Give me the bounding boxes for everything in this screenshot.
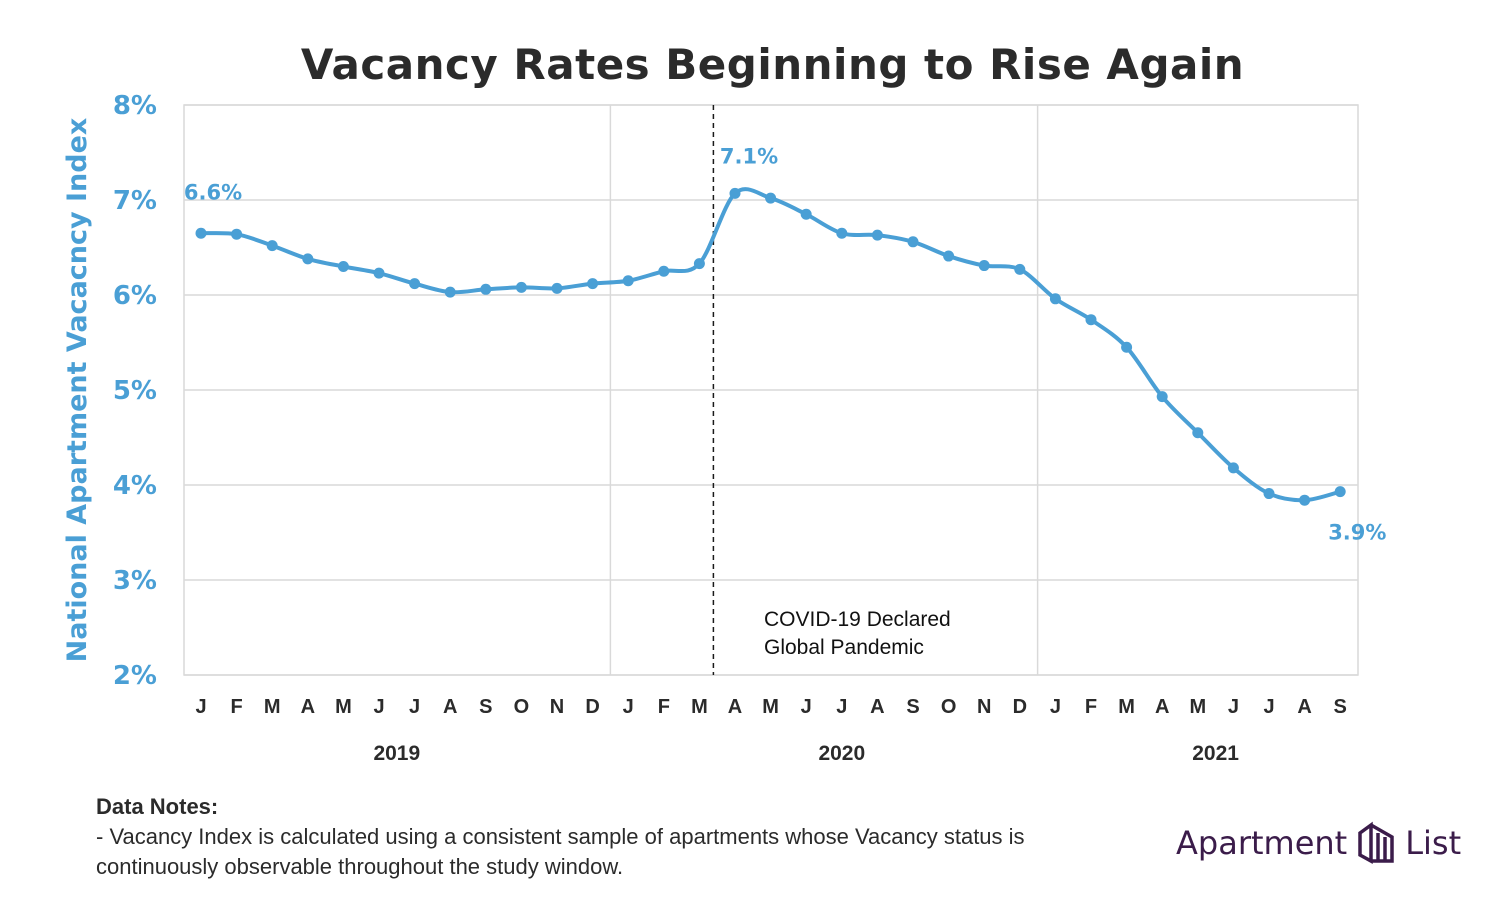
data-point [195, 227, 207, 239]
data-point [551, 282, 563, 294]
data-point [1263, 488, 1275, 500]
x-tick-label: S [1334, 696, 1347, 718]
logo-text-apartment: Apartment [1176, 824, 1348, 862]
data-point [836, 227, 848, 239]
data-point [480, 283, 492, 295]
y-tick-label: 3% [113, 566, 157, 596]
x-tick-label: A [870, 696, 884, 718]
data-point [1156, 391, 1168, 403]
data-point [1334, 486, 1346, 498]
y-axis-title: National Apartment Vacacncy Index [62, 118, 93, 663]
data-point [1049, 293, 1061, 305]
y-tick-label: 4% [113, 471, 157, 501]
y-tick-label: 2% [113, 661, 157, 691]
data-notes-line-1: - Vacancy Index is calculated using a co… [96, 824, 1025, 849]
x-tick-label: J [623, 696, 634, 718]
x-tick-label: J [409, 696, 420, 718]
y-tick-label: 8% [113, 91, 157, 121]
x-tick-label: J [836, 696, 847, 718]
x-tick-label: F [1085, 696, 1097, 718]
x-tick-label: J [373, 696, 384, 718]
data-point [515, 281, 527, 293]
data-point [658, 265, 670, 277]
data-point [1085, 314, 1097, 326]
x-tick-label: D [1013, 696, 1027, 718]
data-point [337, 261, 349, 272]
x-tick-label: A [301, 696, 315, 718]
data-point [231, 228, 243, 240]
event-label-line-2: Global Pandemic [764, 636, 924, 659]
x-tick-label: J [1228, 696, 1239, 718]
x-tick-label: N [977, 696, 991, 718]
data-point [765, 192, 777, 204]
x-tick-label: S [906, 696, 919, 718]
data-point [1014, 263, 1026, 275]
x-tick-label: M [264, 696, 281, 718]
data-point [409, 278, 421, 290]
data-point [1192, 427, 1204, 439]
x-tick-label: J [1263, 696, 1274, 718]
x-tick-label: D [585, 696, 599, 718]
data-notes: Data Notes: - Vacancy Index is calculate… [96, 792, 1025, 882]
data-point [871, 229, 883, 241]
x-tick-label: J [195, 696, 206, 718]
building-icon [1358, 821, 1394, 864]
y-tick-label: 5% [113, 376, 157, 406]
data-point [1121, 341, 1133, 353]
data-label: 7.1% [720, 144, 778, 168]
vacancy-line-chart: 2% 3% 4% 5% 6% 7% 8% COVID-19 Declared Global Pa… [62, 91, 1386, 765]
x-tick-label: M [1118, 696, 1135, 718]
y-tick-label: 6% [113, 281, 157, 311]
series-line [199, 187, 1343, 503]
year-label: 2019 [373, 742, 420, 765]
data-point [444, 286, 456, 298]
data-point [587, 278, 599, 290]
data-point [266, 240, 278, 252]
data-point [1299, 494, 1311, 506]
data-point [622, 275, 634, 287]
x-tick-label: M [762, 696, 779, 718]
chart-title: Vacancy Rates Beginning to Rise Again [300, 40, 1245, 89]
data-point [943, 250, 955, 262]
x-tick-label: S [479, 696, 492, 718]
data-point [693, 258, 705, 270]
x-tick-label: O [941, 696, 957, 718]
data-point [302, 253, 314, 265]
x-tick-label: A [443, 696, 457, 718]
year-label: 2021 [1192, 742, 1239, 765]
data-label: 3.9% [1328, 521, 1386, 545]
x-tick-label: N [550, 696, 564, 718]
data-point [907, 236, 919, 248]
x-tick-label: M [335, 696, 352, 718]
x-tick-label: J [801, 696, 812, 718]
event-label-line-1: COVID-19 Declared [764, 608, 951, 631]
year-label: 2020 [818, 742, 865, 765]
x-tick-label: A [1297, 696, 1311, 718]
data-point [1227, 462, 1239, 474]
apartment-list-logo: Apartment List [1176, 818, 1461, 868]
data-point [373, 267, 385, 279]
x-tick-label: O [514, 696, 530, 718]
data-point [800, 208, 812, 220]
data-point [978, 260, 990, 272]
data-notes-heading: Data Notes: [96, 794, 219, 819]
x-tick-label: M [1189, 696, 1206, 718]
x-tick-label: A [728, 696, 742, 718]
x-tick-label: M [691, 696, 708, 718]
x-tick-label: F [230, 696, 242, 718]
y-tick-label: 7% [113, 186, 157, 216]
data-point [729, 187, 741, 199]
data-notes-line-2: continuously observable throughout the s… [96, 854, 624, 879]
data-label: 6.6% [184, 180, 242, 204]
logo-text-list: List [1405, 824, 1462, 862]
x-tick-label: J [1050, 696, 1061, 718]
x-tick-label: A [1155, 696, 1169, 718]
x-tick-label: F [658, 696, 670, 718]
